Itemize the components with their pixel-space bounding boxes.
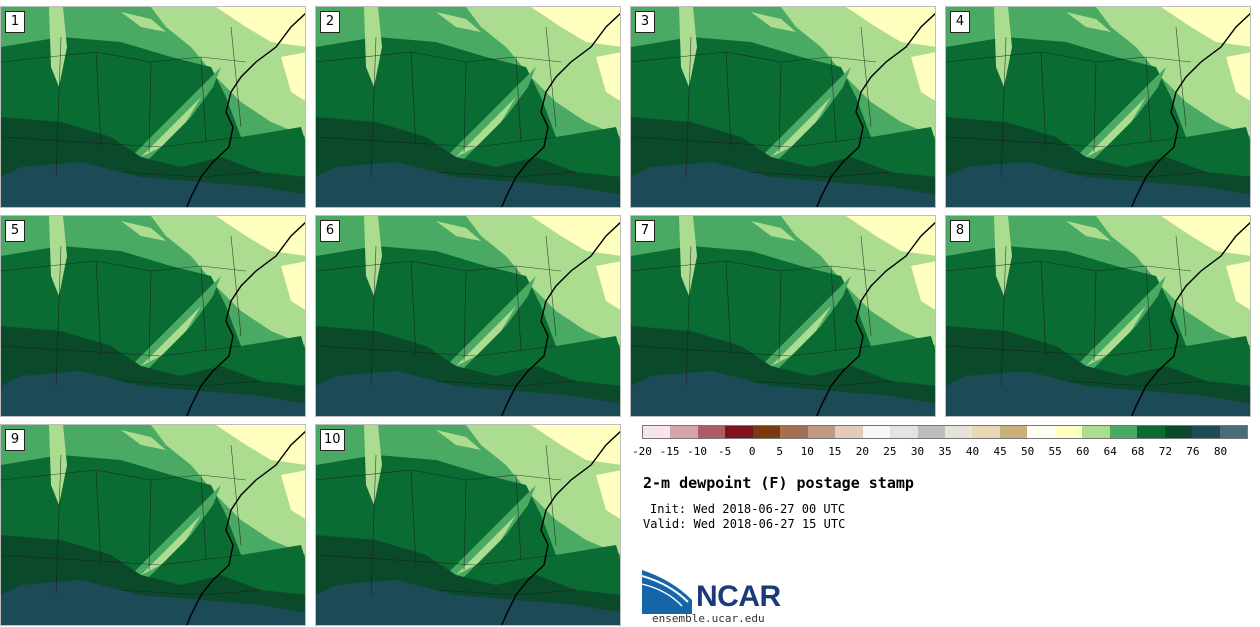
colorbar-swatch	[1109, 426, 1138, 438]
colorbar-tick-label: 80	[1213, 445, 1228, 458]
colorbar-swatch	[1082, 426, 1110, 438]
chart-title: 2-m dewpoint (F) postage stamp	[643, 474, 914, 492]
member-number-label: 2	[320, 11, 340, 33]
colorbar-swatch	[643, 426, 671, 438]
colorbar-tick-label: 25	[883, 445, 897, 458]
colorbar-swatch	[1027, 426, 1055, 438]
ensemble-member-map: 3	[630, 6, 936, 208]
ensemble-member-map: 5	[0, 215, 306, 417]
colorbar-swatch	[1219, 426, 1247, 438]
ensemble-member-map: 9	[0, 424, 306, 626]
colorbar-swatch	[1192, 426, 1220, 438]
colorbar-ticks: -20 -15 -10 -5 0 5 10 15 20 25 30 35 40 45 50 55 60 64 68 7…	[632, 445, 1248, 459]
colorbar-swatch	[890, 426, 918, 438]
colorbar-swatch	[1137, 426, 1165, 438]
colorbar-tick-label: 0	[748, 445, 756, 458]
colorbar	[642, 425, 1248, 439]
colorbar-swatch	[1054, 426, 1083, 438]
colorbar-swatch	[725, 426, 753, 438]
colorbar-swatch	[670, 426, 698, 438]
colorbar-swatch	[944, 426, 973, 438]
ensemble-member-map: 8	[945, 215, 1251, 417]
ncar-logo-icon	[642, 570, 692, 614]
colorbar-tick-label: 35	[938, 445, 952, 458]
member-number-label: 6	[320, 220, 340, 242]
colorbar-tick-label: 76	[1186, 445, 1200, 458]
member-number-label: 8	[950, 220, 970, 242]
colorbar-swatch	[917, 426, 945, 438]
ncar-logo-text: NCAR	[696, 580, 781, 613]
member-number-label: 7	[635, 220, 655, 242]
colorbar-swatch	[835, 426, 863, 438]
colorbar-swatch	[999, 426, 1028, 438]
member-number-label: 1	[5, 11, 25, 33]
colorbar-tick-label: -10	[687, 445, 708, 458]
colorbar-swatch	[780, 426, 808, 438]
colorbar-tick-label: 40	[965, 445, 980, 458]
colorbar-swatch	[807, 426, 836, 438]
member-number-label: 3	[635, 11, 655, 33]
ensemble-member-map: 4	[945, 6, 1251, 208]
colorbar-tick-label: 68	[1131, 445, 1145, 458]
colorbar-tick-label: -15	[659, 445, 680, 458]
colorbar-tick-label: 64	[1103, 445, 1117, 458]
colorbar-tick-label: 55	[1048, 445, 1062, 458]
valid-time: Valid: Wed 2018-06-27 15 UTC	[643, 517, 846, 531]
colorbar-tick-label: 15	[828, 445, 842, 458]
ensemble-member-map: 7	[630, 215, 936, 417]
colorbar-swatch	[972, 426, 1000, 438]
site-url: ensemble.ucar.edu	[652, 612, 765, 625]
colorbar-tick-label: 20	[855, 445, 869, 458]
colorbar-tick-label: 45	[993, 445, 1007, 458]
member-number-label: 9	[5, 429, 25, 451]
colorbar-tick-label: 10	[800, 445, 814, 458]
colorbar-swatch	[862, 426, 891, 438]
ensemble-member-map: 2	[315, 6, 621, 208]
member-number-label: 4	[950, 11, 970, 33]
colorbar-tick-label: 72	[1158, 445, 1172, 458]
ensemble-member-map: 1	[0, 6, 306, 208]
colorbar-tick-label: 60	[1076, 445, 1090, 458]
colorbar-swatch	[697, 426, 726, 438]
colorbar-swatch	[752, 426, 781, 438]
colorbar-tick-label: -20	[632, 445, 652, 458]
member-number-label: 10	[320, 429, 345, 451]
colorbar-swatch	[1164, 426, 1193, 438]
member-number-label: 5	[5, 220, 25, 242]
colorbar-tick-label: 5	[776, 445, 784, 458]
ensemble-member-map: 6	[315, 215, 621, 417]
colorbar-tick-label: 50	[1021, 445, 1035, 458]
colorbar-tick-label: 30	[910, 445, 925, 458]
colorbar-tick-label: -5	[718, 445, 732, 458]
ensemble-member-map: 10	[315, 424, 621, 626]
init-time: Init: Wed 2018-06-27 00 UTC	[650, 502, 846, 516]
